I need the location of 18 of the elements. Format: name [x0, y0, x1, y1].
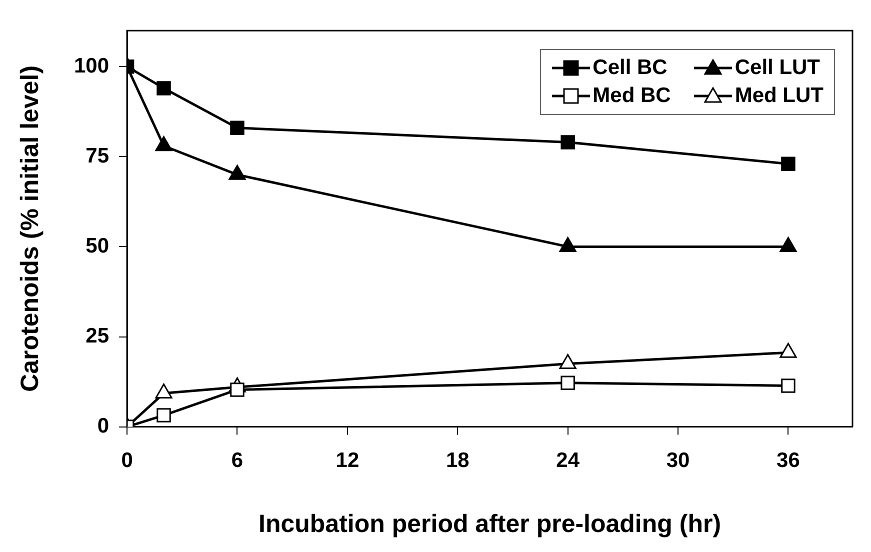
y-tick-label: 75	[86, 144, 110, 168]
x-tick-label: 30	[666, 449, 690, 472]
x-tick-label: 0	[121, 449, 133, 472]
x-tick-label: 24	[556, 449, 580, 472]
y-tick-label: 0	[97, 414, 110, 438]
y-axis-title: Carotenoids (% initial level)	[16, 65, 44, 392]
legend-label: Cell LUT	[734, 56, 820, 80]
y-tick-label: 100	[74, 54, 110, 78]
y-tick-label: 25	[86, 324, 110, 348]
x-tick-label: 6	[231, 449, 244, 472]
legend-label: Med BC	[592, 84, 671, 108]
x-axis-title: Incubation period after pre-loading (hr)	[258, 510, 722, 538]
x-tick-label: 36	[776, 449, 800, 472]
x-tick-label: 12	[336, 449, 360, 472]
x-tick-label: 18	[446, 449, 470, 472]
y-tick-label: 50	[86, 234, 110, 258]
legend-label: Cell BC	[592, 56, 668, 80]
legend-label: Med LUT	[734, 84, 824, 108]
